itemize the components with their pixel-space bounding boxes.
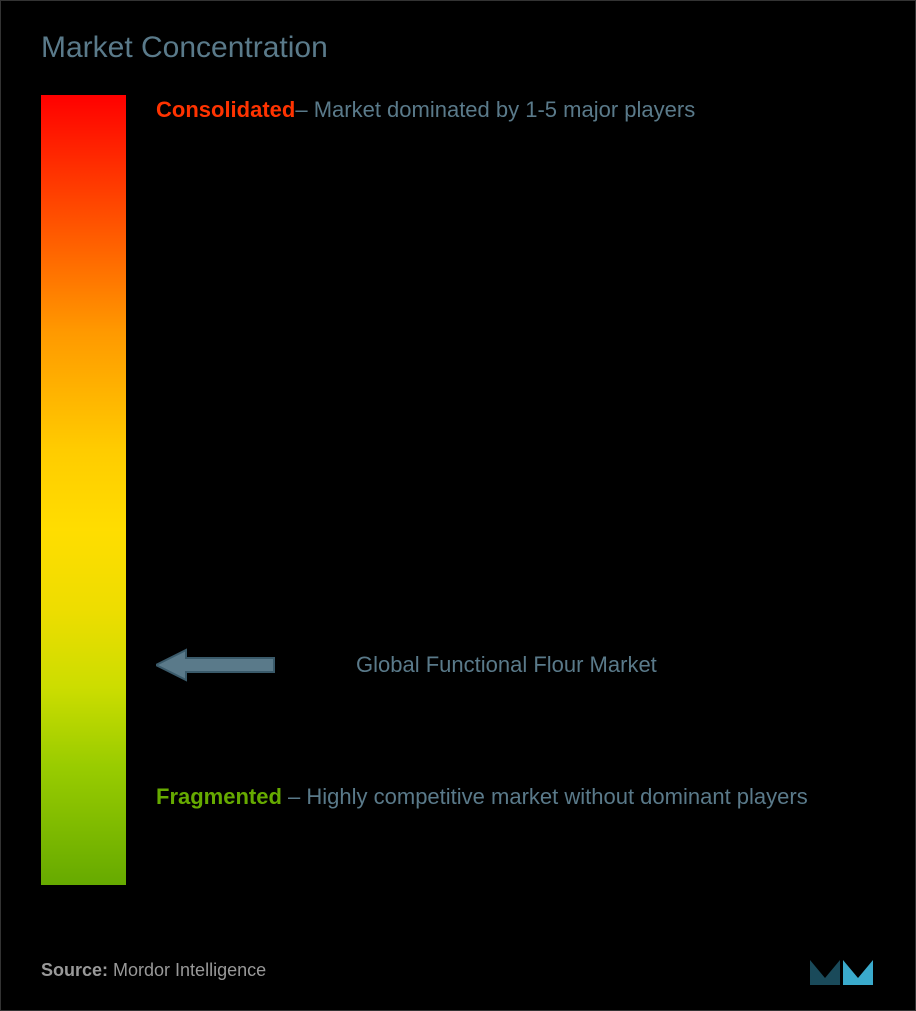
source-value: Mordor Intelligence bbox=[108, 960, 266, 980]
market-name-label: Global Functional Flour Market bbox=[356, 652, 657, 678]
fragmented-description: – Highly competitive market without domi… bbox=[282, 784, 808, 809]
labels-area: Consolidated– Market dominated by 1-5 ma… bbox=[156, 95, 875, 915]
content-area: Consolidated– Market dominated by 1-5 ma… bbox=[41, 95, 875, 915]
fragmented-highlight: Fragmented bbox=[156, 784, 282, 809]
market-position-marker: Global Functional Flour Market bbox=[156, 645, 657, 685]
consolidated-highlight: Consolidated bbox=[156, 97, 295, 122]
arrow-left-icon bbox=[156, 645, 276, 685]
source-attribution: Source: Mordor Intelligence bbox=[41, 960, 266, 981]
concentration-gradient-bar bbox=[41, 95, 126, 885]
page-title: Market Concentration bbox=[41, 31, 875, 65]
source-label: Source: bbox=[41, 960, 108, 980]
footer: Source: Mordor Intelligence bbox=[41, 950, 875, 990]
fragmented-label: Fragmented – Highly competitive market w… bbox=[156, 775, 808, 819]
consolidated-label: Consolidated– Market dominated by 1-5 ma… bbox=[156, 95, 695, 126]
consolidated-description: – Market dominated by 1-5 major players bbox=[295, 97, 695, 122]
mordor-logo-icon bbox=[805, 950, 875, 990]
